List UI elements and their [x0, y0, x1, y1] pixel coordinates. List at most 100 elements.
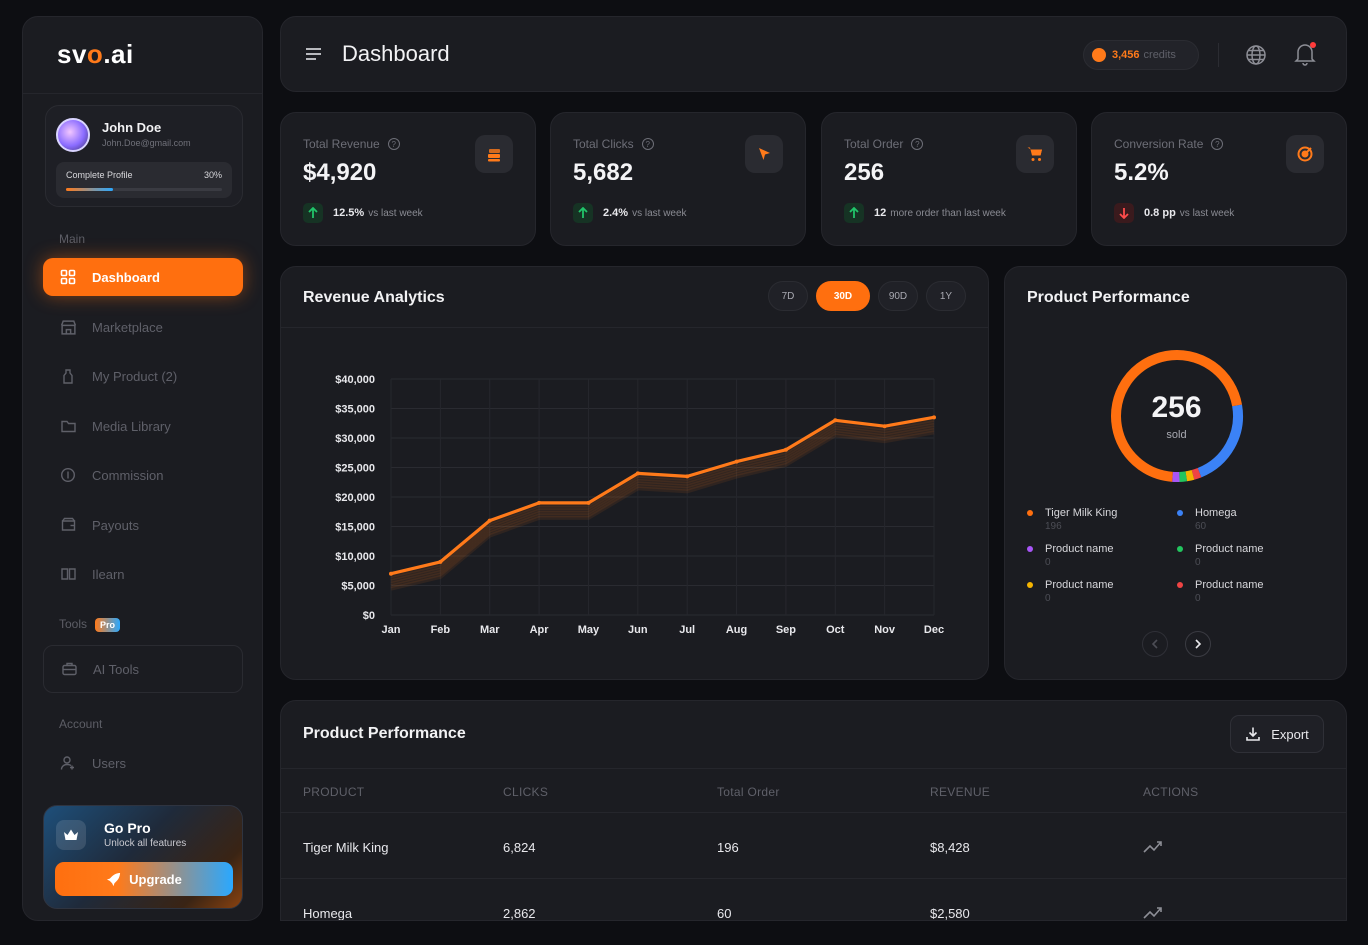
grid-icon	[59, 268, 77, 286]
stat-value: 5.2%	[1114, 159, 1169, 186]
cell-revenue: $2,580	[930, 906, 970, 921]
legend-dot	[1027, 510, 1033, 516]
stat-title: Total Order?	[844, 137, 924, 151]
data-point[interactable]	[685, 474, 690, 479]
data-point[interactable]	[487, 518, 492, 523]
cell-product: Homega	[303, 906, 353, 921]
sidebar-item-label: Dashboard	[92, 269, 160, 285]
data-point[interactable]	[783, 447, 788, 452]
help-icon[interactable]: ?	[1211, 138, 1224, 150]
profile-progress-bar	[66, 188, 222, 191]
range-7d-button[interactable]: 7D	[768, 281, 808, 311]
line-shadow	[390, 422, 935, 584]
stat-card-total-clicks: Total Clicks? 5,682 2.4% vs last week	[550, 112, 806, 246]
briefcase-icon	[60, 660, 78, 678]
bell-icon[interactable]	[1294, 42, 1316, 66]
data-point[interactable]	[537, 500, 542, 505]
donut-segment[interactable]	[1108, 347, 1246, 485]
x-tick-label: Dec	[924, 624, 944, 636]
column-header-total-order[interactable]: Total Order	[717, 785, 780, 799]
stat-value: $4,920	[303, 159, 377, 186]
sidebar-item-media-library[interactable]: Media Library	[43, 407, 243, 445]
avatar[interactable]	[56, 118, 90, 152]
y-tick-label: $10,000	[335, 551, 375, 563]
stat-delta: 2.4% vs last week	[573, 203, 687, 223]
data-point[interactable]	[882, 424, 887, 429]
column-header-product[interactable]: PRODUCT	[303, 785, 365, 799]
complete-profile-box[interactable]: Complete Profile 30%	[56, 162, 232, 198]
sidebar-item-payouts[interactable]: Payouts	[43, 506, 243, 544]
data-point[interactable]	[438, 559, 443, 564]
y-tick-label: $5,000	[341, 581, 375, 593]
sidebar-item-my-product[interactable]: My Product (2)	[43, 357, 243, 395]
export-label: Export	[1271, 726, 1309, 742]
data-point[interactable]	[734, 459, 739, 464]
column-header-actions: ACTIONS	[1143, 785, 1199, 799]
go-pro-title: Go Pro	[104, 820, 151, 836]
help-icon[interactable]: ?	[641, 138, 654, 150]
cell-revenue: $8,428	[930, 840, 970, 855]
credits-value: 3,456	[1112, 49, 1140, 61]
trend-icon[interactable]	[1143, 840, 1165, 854]
sidebar-item-marketplace[interactable]: Marketplace	[43, 308, 243, 346]
crown-icon	[56, 820, 86, 850]
complete-profile-label: Complete Profile	[66, 170, 133, 180]
sidebar-item-dashboard[interactable]: Dashboard	[43, 258, 243, 296]
sidebar-item-label: Users	[92, 755, 126, 771]
range-30d-button[interactable]: 30D	[816, 281, 870, 311]
credits-badge[interactable]: 3,456 credits	[1083, 40, 1199, 70]
download-icon	[1246, 727, 1261, 741]
go-pro-card: Go Pro Unlock all features Upgrade	[43, 805, 243, 909]
column-header-clicks[interactable]: CLICKS	[503, 785, 549, 799]
prev-page-button[interactable]	[1142, 631, 1168, 657]
legend-dot	[1177, 510, 1183, 516]
y-tick-label: $20,000	[335, 492, 375, 504]
range-1y-button[interactable]: 1Y	[926, 281, 966, 311]
sidebar-item-ilearn[interactable]: Ilearn	[43, 555, 243, 593]
data-point[interactable]	[635, 471, 640, 476]
folder-icon	[59, 417, 77, 435]
column-header-revenue[interactable]: REVENUE	[930, 785, 991, 799]
menu-icon[interactable]	[305, 47, 322, 61]
range-90d-button[interactable]: 90D	[878, 281, 918, 311]
go-pro-subtitle: Unlock all features	[104, 838, 187, 849]
data-point[interactable]	[389, 571, 393, 576]
stat-title: Conversion Rate?	[1114, 137, 1224, 151]
sidebar-item-ai-tools[interactable]: AI Tools	[43, 645, 243, 693]
upgrade-label: Upgrade	[129, 871, 182, 887]
help-icon[interactable]: ?	[911, 138, 924, 150]
revenue-analytics-card: Revenue Analytics 7D 30D 90D 1Y $0 $5,000…	[280, 266, 989, 680]
data-point[interactable]	[586, 500, 591, 505]
logo[interactable]: svo.ai	[57, 39, 134, 69]
stat-title: Total Revenue?	[303, 137, 400, 151]
legend-dot	[1027, 546, 1033, 552]
cell-total-order: 196	[717, 840, 739, 855]
profile-card[interactable]: John Doe John.Doe@gmail.com Complete Pro…	[45, 105, 243, 207]
wallet-icon	[59, 516, 77, 534]
upgrade-button[interactable]: Upgrade	[55, 862, 233, 896]
x-tick-label: Nov	[874, 624, 896, 636]
stat-delta: 0.8 pp vs last week	[1114, 203, 1234, 223]
stat-title: Total Clicks?	[573, 137, 654, 151]
donut-segment[interactable]	[1108, 347, 1246, 485]
next-page-button[interactable]	[1185, 631, 1211, 657]
help-icon[interactable]: ?	[387, 138, 400, 150]
arrow-up-icon	[573, 203, 593, 223]
export-button[interactable]: Export	[1230, 715, 1324, 753]
performance-donut-chart	[1108, 347, 1246, 485]
pro-badge: Pro	[95, 618, 121, 632]
sidebar-item-commission[interactable]: Commission	[43, 456, 243, 494]
chevron-right-icon	[1195, 639, 1202, 649]
stat-value: 256	[844, 159, 885, 186]
sidebar-item-users[interactable]: Users	[43, 744, 243, 782]
stat-card-conversion-rate: Conversion Rate? 5.2% 0.8 pp vs last week	[1091, 112, 1347, 246]
data-point[interactable]	[932, 415, 936, 420]
stat-value: 5,682	[573, 159, 634, 186]
trend-icon[interactable]	[1143, 906, 1165, 920]
y-tick-label: $40,000	[335, 374, 375, 386]
sidebar-item-label: Payouts	[92, 517, 139, 533]
x-tick-label: Jan	[382, 624, 401, 636]
data-point[interactable]	[833, 418, 838, 423]
globe-icon[interactable]	[1245, 44, 1267, 66]
